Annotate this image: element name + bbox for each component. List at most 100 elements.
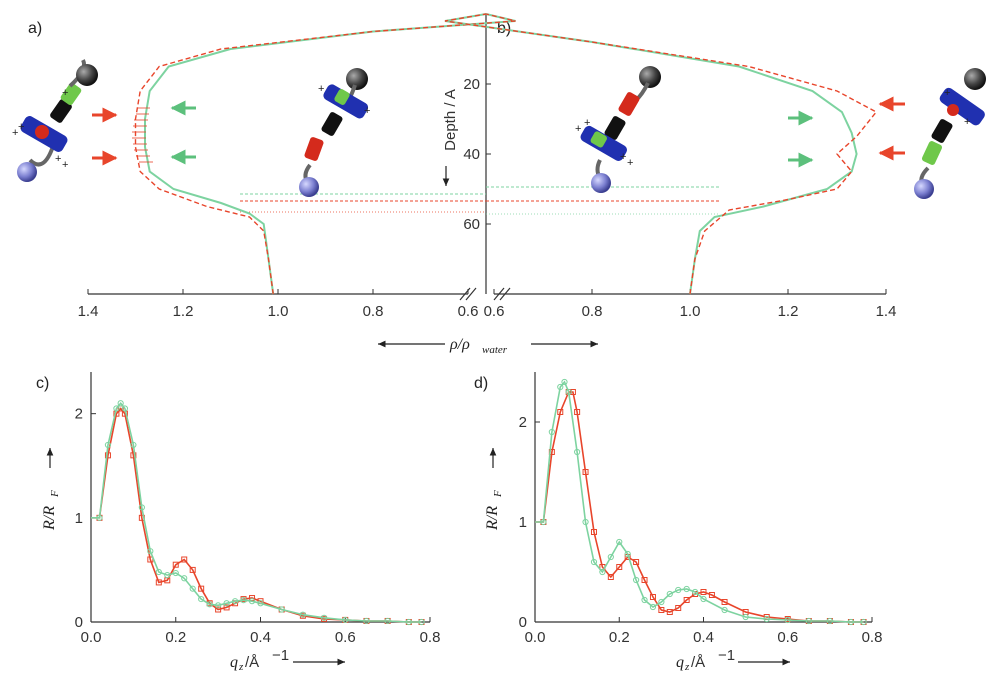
data-point-c-red [130, 452, 137, 459]
y-tick-label-c: 2 [75, 406, 83, 423]
molecule-b-right: ++ [914, 68, 986, 199]
y-tick-label-c: 1 [75, 510, 83, 527]
top-profile-curves [134, 13, 878, 295]
data-point-c-green [117, 400, 124, 407]
data-point-d-red [658, 607, 665, 613]
data-point-c-green [223, 600, 230, 607]
data-point-d-green [683, 585, 690, 593]
depth-tick-label: 60 [463, 216, 480, 233]
data-point-d-green [784, 616, 791, 624]
axis-break-mark [499, 287, 511, 301]
y-tick-label-d: 1 [519, 514, 527, 531]
molecule-a-left: + + + + + [12, 59, 98, 182]
depth-axis-label: Depth / A [442, 89, 459, 151]
c-ylabel-sub: F [49, 490, 61, 498]
profile-line-b-red [444, 13, 878, 295]
data-point-c-green [96, 514, 103, 521]
data-point-d-red [700, 589, 707, 595]
panel-c-ylabel: R/R F [41, 448, 61, 531]
data-point-c-green [299, 611, 306, 618]
data-point-c-green [384, 617, 391, 625]
svg-text:+: + [12, 127, 18, 139]
bottom-reflectivity-curves [91, 378, 867, 626]
axis-break-mark [493, 287, 505, 301]
x-tick-label-d: 0.0 [525, 629, 546, 646]
y-tick-label-c: 0 [75, 614, 83, 631]
data-point-d-red [708, 592, 715, 598]
data-point-d-green [649, 603, 657, 611]
data-point-d-green [860, 618, 867, 626]
svg-text:+: + [18, 121, 24, 133]
d-xlabel-unit: /Å [691, 654, 705, 671]
x-tick-label-d: 0.2 [609, 629, 630, 646]
data-point-d-green [540, 518, 547, 526]
data-point-d-green [557, 383, 564, 391]
data-point-c-red [155, 579, 162, 586]
x-tick-label-d: 0.4 [693, 629, 714, 646]
data-point-c-green [172, 569, 179, 577]
d-ylabel-main: R/R [484, 506, 501, 531]
top-right-tick-label: 1.2 [778, 303, 799, 320]
data-point-d-red [569, 389, 576, 395]
top-left-tick-label: 1.0 [268, 303, 289, 320]
data-point-d-green [633, 576, 640, 584]
c-xlabel-unit: /Å [245, 654, 259, 671]
data-point-d-green [847, 618, 855, 626]
svg-text:+: + [62, 159, 68, 171]
data-point-c-green [405, 618, 412, 626]
panel-c-axes [90, 372, 430, 623]
top-right-tick-label: 1.0 [680, 303, 701, 320]
data-point-c-green [231, 598, 239, 605]
panel-d-xlabel: q z /Å −1 [676, 647, 790, 673]
data-point-d-red [721, 599, 728, 605]
data-point-c-green [181, 575, 188, 582]
y-tick-label-d: 2 [519, 414, 527, 431]
x-tick-label-c: 0.4 [250, 629, 271, 646]
top-right-tick-label: 0.6 [484, 303, 505, 320]
fit-line-d-green [535, 380, 864, 623]
data-point-c-green [113, 405, 120, 412]
panel-label-d: d) [474, 375, 488, 392]
data-point-d-green [561, 378, 568, 386]
data-point-d-red [590, 529, 597, 535]
svg-text:+: + [584, 117, 590, 129]
svg-text:+: + [944, 87, 950, 99]
c-xlabel-main: q [230, 654, 238, 671]
data-point-d-green [721, 606, 728, 614]
data-point-c-red [189, 566, 196, 573]
depth-axis-ticks: 20 40 60 [463, 76, 491, 233]
svg-text:+: + [620, 151, 626, 163]
d-xlabel-main: q [676, 654, 684, 671]
c-ylabel-main: R/R [41, 506, 58, 531]
data-point-c-green [121, 405, 129, 412]
svg-text:+: + [364, 105, 370, 117]
rho-label-main: ρ/ρ [449, 336, 470, 353]
data-point-c-green [189, 585, 196, 592]
data-point-c-red [104, 452, 111, 459]
data-point-c-red [172, 561, 179, 568]
top-left-tick-label: 1.2 [173, 303, 194, 320]
data-point-d-red [574, 409, 581, 415]
data-point-d-red [675, 605, 682, 611]
data-point-d-green [607, 553, 614, 561]
top-right-tick-label: 1.4 [876, 303, 897, 320]
data-point-d-red [616, 564, 623, 570]
data-point-c-green [130, 441, 137, 449]
data-point-d-green [599, 568, 606, 576]
top-axes [88, 14, 886, 301]
data-point-d-red [683, 597, 690, 603]
x-tick-label-c: 0.0 [81, 629, 102, 646]
bottom-axis-ticks: 0.0 0.2 0.4 0.6 0.8 0 1 2 0.0 0.2 0.4 0.6 0.8 0 1 2 [75, 406, 883, 646]
y-tick-label-d: 0 [519, 614, 527, 631]
profile-line-a-green [144, 13, 516, 295]
interface-guides [240, 186, 720, 215]
svg-text:+: + [575, 123, 581, 135]
data-point-c-green [418, 618, 425, 626]
data-point-d-red [582, 469, 589, 475]
data-point-c-green [215, 602, 222, 609]
data-point-c-green [104, 441, 112, 449]
data-point-d-red [633, 559, 640, 565]
top-axis-ticks: 1.4 1.2 1.0 0.8 0.6 0.6 0.8 1.0 1.2 1.4 [78, 289, 897, 320]
d-xlabel-sub: z [684, 661, 690, 673]
